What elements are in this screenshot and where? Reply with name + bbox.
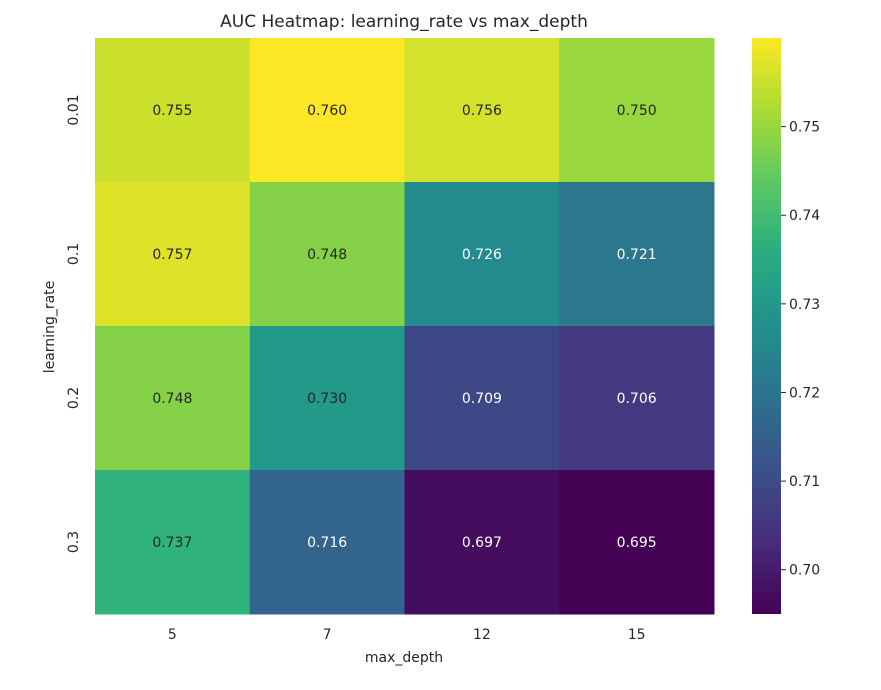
cell-value-label: 0.726 (462, 247, 502, 263)
y-tick-label: 0.1 (66, 243, 82, 265)
x-axis-label: max_depth (365, 650, 443, 666)
cell-value-label: 0.750 (617, 103, 657, 119)
cell-value-label: 0.709 (462, 391, 502, 407)
cell-value-label: 0.756 (462, 103, 502, 119)
cell-value-label: 0.695 (617, 535, 657, 551)
x-tick-label: 5 (168, 627, 177, 643)
x-tick-label: 7 (323, 627, 332, 643)
x-tick-label: 12 (473, 627, 491, 643)
heatmap-cell (404, 182, 560, 327)
y-tick-label: 0.01 (66, 94, 82, 125)
colorbar-ticks: 0.70 0.71 0.72 0.73 0.74 0.75 (781, 120, 820, 579)
x-tick-label: 15 (628, 627, 646, 643)
colorbar-tick-label: 0.71 (789, 474, 820, 490)
x-axis-ticks: 5 7 12 15 (168, 627, 646, 643)
heatmap-cell (95, 470, 251, 615)
colorbar-tick-label: 0.70 (789, 563, 820, 579)
heatmap-cell (95, 182, 251, 327)
heatmap-cell (404, 326, 560, 471)
cell-value-label: 0.760 (307, 103, 347, 119)
cell-value-label: 0.706 (617, 391, 657, 407)
y-axis-ticks: 0.01 0.1 0.2 0.3 (66, 94, 82, 553)
cell-value-label: 0.748 (307, 247, 347, 263)
cell-value-label: 0.697 (462, 535, 502, 551)
cell-value-label: 0.757 (152, 247, 192, 263)
colorbar-tick-label: 0.73 (789, 297, 820, 313)
heatmap-cell (559, 38, 715, 183)
cell-value-label: 0.748 (152, 391, 192, 407)
y-axis-label: learning_rate (42, 281, 58, 374)
y-tick-label: 0.2 (66, 387, 82, 409)
cell-value-label: 0.716 (307, 535, 347, 551)
heatmap-cell (249, 326, 405, 471)
cell-value-label: 0.721 (617, 247, 657, 263)
colorbar-tick-label: 0.74 (789, 208, 820, 224)
heatmap-cell (559, 326, 715, 471)
heatmap-cell (404, 38, 560, 183)
heatmap-cell (249, 38, 405, 183)
cell-value-label: 0.737 (152, 535, 192, 551)
heatmap-cell (95, 326, 251, 471)
heatmap-cell-labels: 0.755 0.760 0.756 0.750 0.757 0.748 0.726 0.721… (152, 103, 656, 551)
colorbar-tick-label: 0.75 (789, 120, 820, 136)
heatmap-cell (249, 182, 405, 327)
colorbar-gradient (752, 38, 781, 614)
colorbar: 0.70 0.71 0.72 0.73 0.74 0.75 (752, 38, 820, 614)
heatmap-cell (95, 38, 251, 183)
heatmap-cell (404, 470, 560, 615)
heatmap-cell (559, 182, 715, 327)
cell-value-label: 0.755 (152, 103, 192, 119)
heatmap-cells (95, 38, 715, 615)
colorbar-tick-label: 0.72 (789, 385, 820, 401)
heatmap-cell (249, 470, 405, 615)
y-tick-label: 0.3 (66, 531, 82, 553)
cell-value-label: 0.730 (307, 391, 347, 407)
chart-title: AUC Heatmap: learning_rate vs max_depth (220, 12, 588, 32)
heatmap-cell (559, 470, 715, 615)
